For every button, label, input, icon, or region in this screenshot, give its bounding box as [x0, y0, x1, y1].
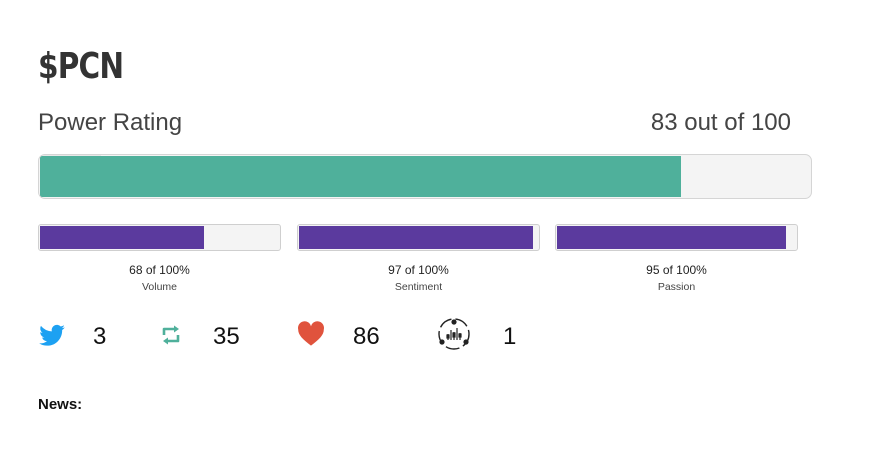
metric-label: Passion: [657, 281, 696, 293]
social-stats: 3 35 86 1: [0, 318, 881, 358]
metric-bar: [297, 224, 540, 251]
tweet-count: 3: [93, 323, 107, 350]
ticker-symbol: $PCN: [38, 46, 124, 87]
metric-label: Sentiment: [394, 281, 443, 293]
metric-value: 68 of 100%: [129, 263, 190, 277]
twitter-bird-icon: [38, 322, 66, 355]
power-rating-label: Power Rating: [38, 109, 183, 136]
retweet-count: 35: [213, 323, 240, 350]
power-rating-value: 83 out of 100: [650, 109, 791, 136]
power-rating-bar: [38, 154, 812, 199]
news-heading: News:: [38, 396, 83, 413]
power-rating-bar-fill: [40, 156, 681, 197]
metric-bar-fill: [40, 226, 204, 249]
heart-icon: [297, 321, 325, 352]
like-count: 86: [353, 323, 380, 350]
metric-sentiment: 97 of 100% Sentiment: [297, 224, 540, 293]
metric-bar-fill: [557, 226, 786, 249]
metric-passion: 95 of 100% Passion: [555, 224, 798, 293]
community-network-icon: [436, 316, 472, 357]
metric-bar: [38, 224, 281, 251]
metric-bar: [555, 224, 798, 251]
retweet-icon: [159, 324, 183, 351]
metric-volume: 68 of 100% Volume: [38, 224, 281, 293]
metric-bar-fill: [299, 226, 533, 249]
community-count: 1: [503, 323, 517, 350]
metric-label: Volume: [141, 281, 178, 293]
metric-value: 95 of 100%: [646, 263, 707, 277]
metric-value: 97 of 100%: [388, 263, 449, 277]
